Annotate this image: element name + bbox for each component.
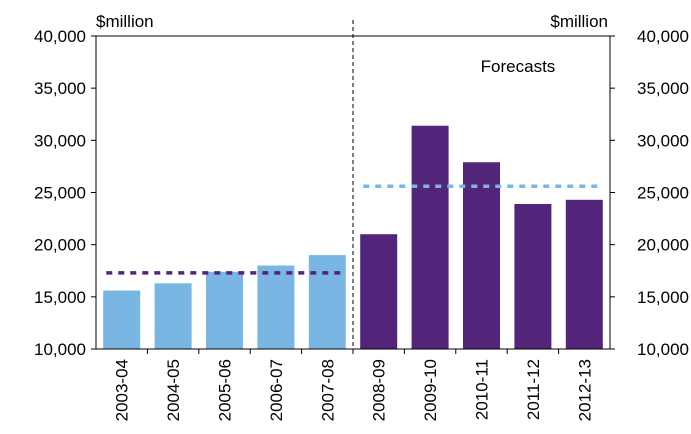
- x-tick-label: 2010-11: [473, 359, 492, 420]
- average-lines: [106, 184, 600, 275]
- bar: [463, 162, 500, 349]
- left-tick-label: 15,000: [34, 288, 86, 307]
- bar: [360, 234, 398, 349]
- left-tick-label: 25,000: [34, 184, 86, 203]
- right-tick-label: 30,000: [637, 131, 689, 150]
- bar: [411, 125, 449, 349]
- bar: [103, 290, 141, 349]
- bar: [514, 203, 552, 349]
- left-tick-label: 40,000: [34, 27, 86, 46]
- x-tick-label: 2007-08: [318, 359, 337, 421]
- right-tick-label: 10,000: [637, 340, 689, 359]
- bar: [308, 255, 346, 349]
- right-axis: 10,000 15,000 20,000 25,000 30,000 35,000 40,0…: [610, 27, 689, 359]
- forecasts-annotation: Forecasts: [481, 57, 556, 76]
- bar: [257, 265, 295, 349]
- right-tick-label: 20,000: [637, 236, 689, 255]
- x-tick-label: 2012-13: [575, 359, 594, 421]
- right-tick-label: 15,000: [637, 288, 689, 307]
- left-tick-label: 30,000: [34, 131, 86, 150]
- right-tick-label: 40,000: [637, 27, 689, 46]
- bar: [206, 271, 243, 349]
- right-axis-unit: $million: [550, 12, 608, 31]
- right-tick-label: 25,000: [637, 184, 689, 203]
- x-tick-label: 2008-09: [370, 359, 389, 421]
- x-tick-label: 2005-06: [216, 359, 235, 421]
- right-tick-label: 35,000: [637, 79, 689, 98]
- x-tick-label: 2006-07: [267, 359, 286, 421]
- left-tick-label: 35,000: [34, 79, 86, 98]
- left-tick-label: 10,000: [34, 340, 86, 359]
- left-tick-label: 20,000: [34, 236, 86, 255]
- bar: [565, 199, 603, 349]
- x-tick-label: 2009-10: [421, 359, 440, 421]
- bars: [103, 125, 603, 349]
- x-axis-labels: 2003-04 2004-05 2005-06 2006-07 2007-08 2008-…: [113, 349, 594, 421]
- left-axis: 10,000 15,000 20,000 25,000 30,000 35,000 40,0…: [34, 27, 96, 359]
- left-axis-unit: $million: [96, 12, 154, 31]
- x-tick-label: 2004-05: [164, 359, 183, 421]
- bar: [154, 283, 192, 349]
- x-tick-label: 2011-12: [524, 359, 543, 420]
- x-tick-label: 2003-04: [113, 359, 132, 421]
